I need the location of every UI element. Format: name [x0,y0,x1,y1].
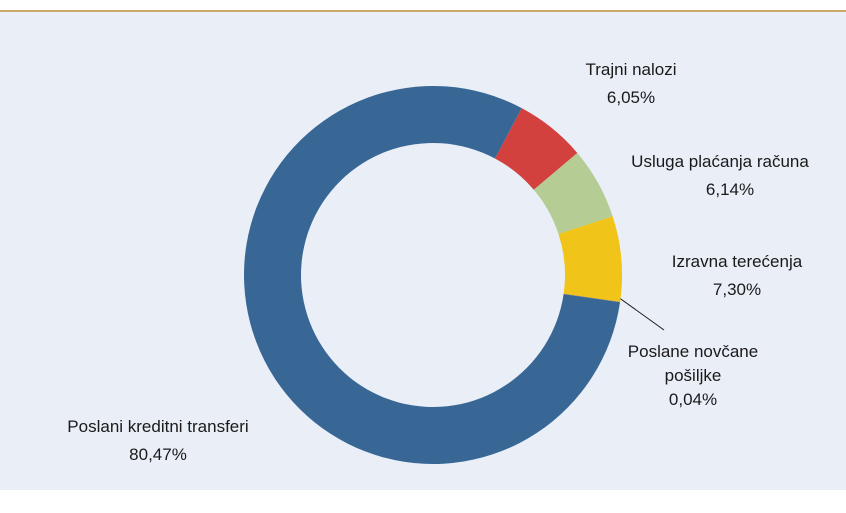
slice-label: Izravna terećenja [671,252,803,271]
slice-value-label: 6,05% [606,88,656,107]
slice-label: Poslani kreditni transferi [67,417,249,436]
donut-slice [243,85,621,465]
donut-slice [494,108,578,190]
slice-value-label: 7,30% [712,280,762,299]
top-rule [0,10,846,12]
donut-slice [563,293,621,303]
donut-slice [558,216,622,302]
slice-value-label: 80,47% [129,445,187,464]
slice-value-label: 6,14% [705,180,755,199]
slice-value-label: 0,04% [668,390,718,409]
donut-slice [533,152,613,234]
slice-label: Poslane novčane pošiljke [627,342,759,385]
slice-label: Trajni nalozi [585,60,677,79]
slice-label: Usluga plaćanja računa [631,152,809,171]
leader-line [617,296,665,331]
